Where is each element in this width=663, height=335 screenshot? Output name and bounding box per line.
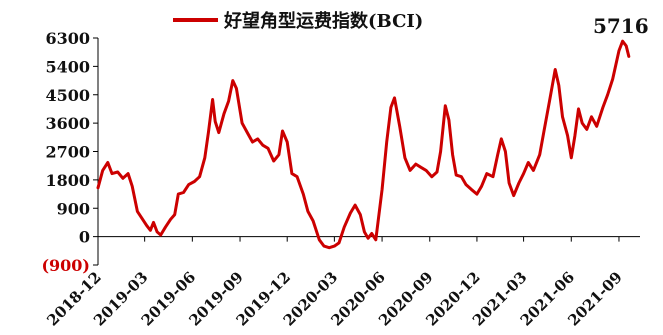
y-tick-label: 3600 [45, 114, 90, 133]
y-tick-label: 1800 [45, 171, 90, 190]
axes [97, 38, 640, 265]
series-line [96, 39, 631, 250]
y-tick-label: 2700 [45, 143, 90, 162]
y-tick-label: 4500 [45, 86, 90, 105]
legend-label: 好望角型运费指数(BCI) [223, 10, 423, 32]
y-tick-label: 5400 [45, 57, 90, 76]
legend: 好望角型运费指数(BCI) [173, 10, 423, 32]
y-tick-label: 0 [79, 228, 90, 247]
series-layer [96, 39, 631, 250]
y-tick-label: (900) [41, 256, 90, 275]
y-tick-label: 900 [57, 199, 90, 218]
y-tick-labels: 6300 5400 4500 3600 2700 1800 900 0 (900) [41, 29, 98, 275]
x-tick-labels: 2018-122019-032019-062019-092019-122020-… [43, 236, 626, 330]
y-tick-label: 6300 [45, 29, 90, 48]
last-value-annotation: 5716 [593, 14, 649, 38]
